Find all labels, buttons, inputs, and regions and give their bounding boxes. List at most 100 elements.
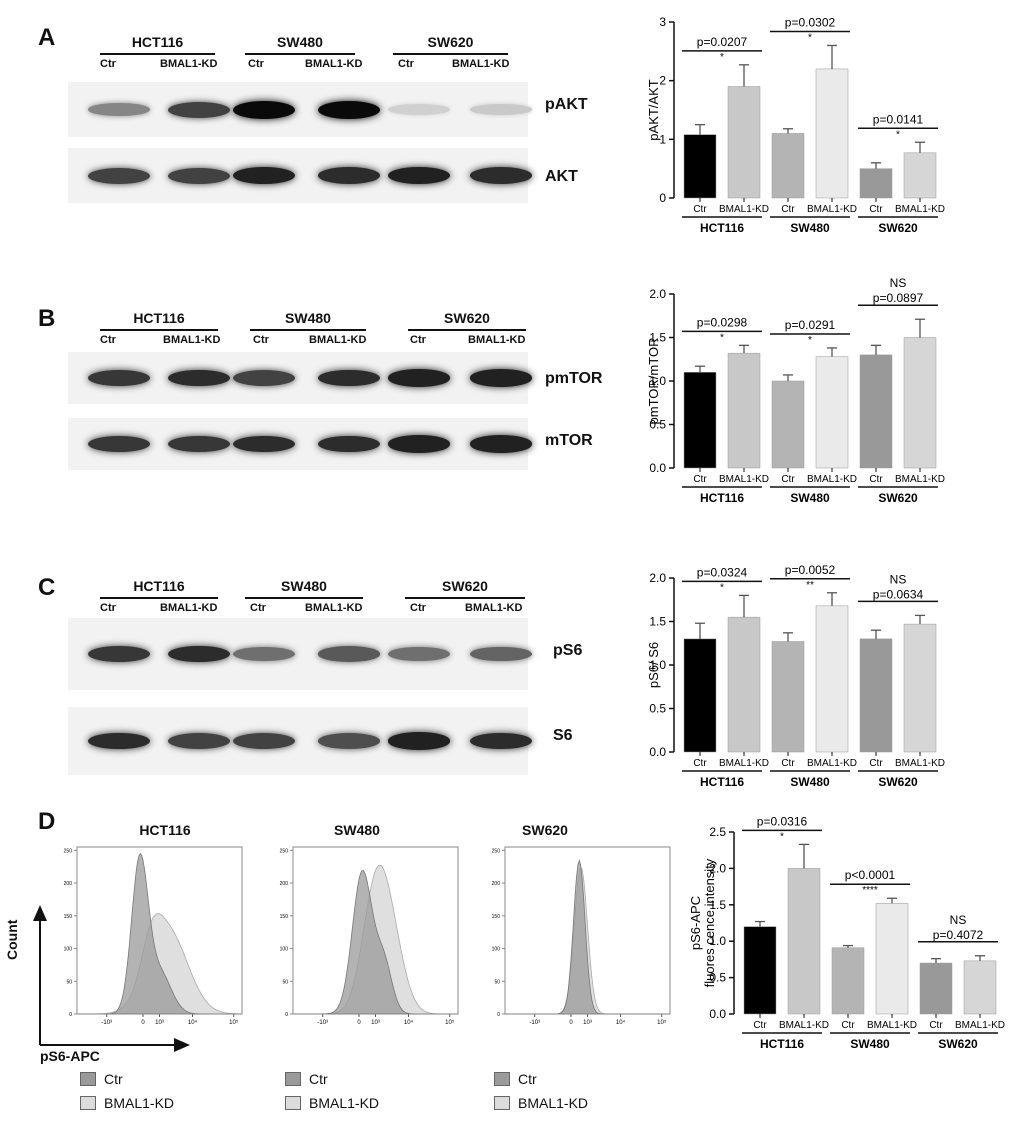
blot-band [233,370,295,386]
legend-swatch-ctr [285,1072,301,1086]
arrow-up-icon [33,905,47,921]
bar [859,168,893,199]
x-tick-label: BMAL1-KD [807,474,857,485]
bar-chart-ps6-apc: 0.0 0.5 1.0 1.5 2.0 2.5 pS6-APCfluores cence i… [688,814,1005,1051]
x-tick-label: BMAL1-KD [807,204,857,215]
flow-histogram-hct116: 0 50 100 150 200 250 -10³ 0 10³ 10⁴ 10⁵ [64,846,243,1026]
y-axis-label: pmTOR/mTOR [646,338,661,425]
group-label: SW480 [790,775,830,789]
blot-label-ps6: pS6 [553,642,583,659]
lane-label-bmal1-kd: BMAL1-KD [309,334,367,346]
blot-band [168,369,230,387]
significance-stars: ** [806,580,814,591]
x-tick-label: Ctr [869,758,883,769]
p-value-label: p=0.0052 [785,563,836,577]
lane-label-ctr: Ctr [410,334,426,346]
y-tick-label: 100 [492,947,501,953]
legend-swatch-kd [285,1096,301,1110]
lane-label-bmal1-kd: BMAL1-KD [160,58,218,70]
bar [683,372,717,469]
bar [903,152,937,199]
blot-band [470,103,532,116]
y-tick-label: 1.5 [709,898,726,912]
panel-letter-c: C [38,574,56,601]
y-tick-label: 0 [285,1012,288,1018]
legend-label: Ctr [104,1071,123,1087]
blot-band [88,102,150,117]
blot-band [88,167,150,184]
blot-label-mtor: mTOR [545,432,593,449]
group-label-sw480: SW480 [285,310,331,326]
y-tick-label: 1.0 [649,658,666,672]
group-label-hct116: HCT116 [133,310,185,326]
significance-stars: * [780,831,784,842]
blot-mtor [68,418,532,470]
p-value-label: p=0.0207 [697,35,748,49]
legend-swatch-ctr [494,1072,510,1086]
x-tick-label: BMAL1-KD [779,1020,829,1031]
significance-stars: * [720,332,724,343]
blot-label-akt: AKT [545,168,578,185]
y-tick-label: 0 [659,191,666,205]
flow-histogram-sw620: 0 50 100 150 200 250 -10³ 0 10³ 10⁴ 10⁵ [492,846,671,1026]
p-value-label: p=0.0324 [697,565,748,579]
blot-band [233,646,295,662]
x-tick-label: BMAL1-KD [895,758,945,769]
legend-ctr-2: Ctr [285,1071,328,1087]
bar [919,962,953,1015]
y-tick-label: 2 [659,74,666,88]
y-tick-label: 2.0 [649,571,666,585]
significance-stars: * [896,129,900,140]
blot-akt [68,148,532,203]
blot-band [318,100,380,119]
legend-label: BMAL1-KD [309,1095,380,1111]
lane-label-ctr: Ctr [410,602,426,614]
group-underline [100,597,218,599]
y-tick-label: 1 [659,132,666,146]
lane-label-bmal1-kd: BMAL1-KD [452,58,510,70]
blot-band [88,732,150,750]
group-label-sw480: SW480 [277,34,323,50]
x-tick-label: BMAL1-KD [955,1020,1005,1031]
y-tick-label: 2.0 [649,287,666,301]
blot-band [388,166,450,185]
group-label: HCT116 [700,491,744,505]
panel-letter-b: B [38,305,56,332]
group-label-hct116: HCT116 [131,34,184,50]
y-tick-label: 2.0 [709,861,726,875]
x-tick-label: BMAL1-KD [719,758,769,769]
p-value-label: p=0.4072 [933,928,984,942]
x-tick-label: Ctr [753,1020,767,1031]
bar [743,926,777,1015]
p-value-label: p=0.0291 [785,318,836,332]
lane-label-ctr: Ctr [250,602,266,614]
blot-band [470,732,532,750]
histogram-ctr [77,852,242,1015]
p-value-label: p=0.0302 [785,15,836,29]
x-tick-label: -10³ [101,1020,112,1026]
flow-y-axis-label: Count [4,919,20,960]
blot-band [88,369,150,387]
blot-band [470,646,532,662]
blot-band [470,435,532,453]
lane-label-bmal1-kd: BMAL1-KD [465,602,523,614]
y-tick-label: 200 [280,881,289,887]
y-axis-label: pS6/ S6 [646,642,661,688]
lane-label-bmal1-kd: BMAL1-KD [468,334,526,346]
bar [963,960,997,1015]
significance-stars: * [720,582,724,593]
x-tick-label: Ctr [693,204,707,215]
y-tick-label: 0.0 [649,745,666,759]
p-value-label: p=0.0141 [873,112,924,126]
x-tick-label: 10³ [583,1020,592,1026]
y-tick-label: 250 [280,848,289,854]
group-underline [405,597,525,599]
x-tick-label: Ctr [781,204,795,215]
bar [787,868,821,1015]
significance-stars: **** [862,885,878,896]
bar-chart-pakt-akt: 0 1 2 3 pAKT/AKT Ctr BMAL1-KD Ctr BMAL1-KD Ctr BMA… [646,15,945,235]
bar [831,947,865,1015]
group-label: SW620 [878,221,918,235]
p-value-label: p=0.0298 [697,315,748,329]
blot-band [318,369,380,387]
